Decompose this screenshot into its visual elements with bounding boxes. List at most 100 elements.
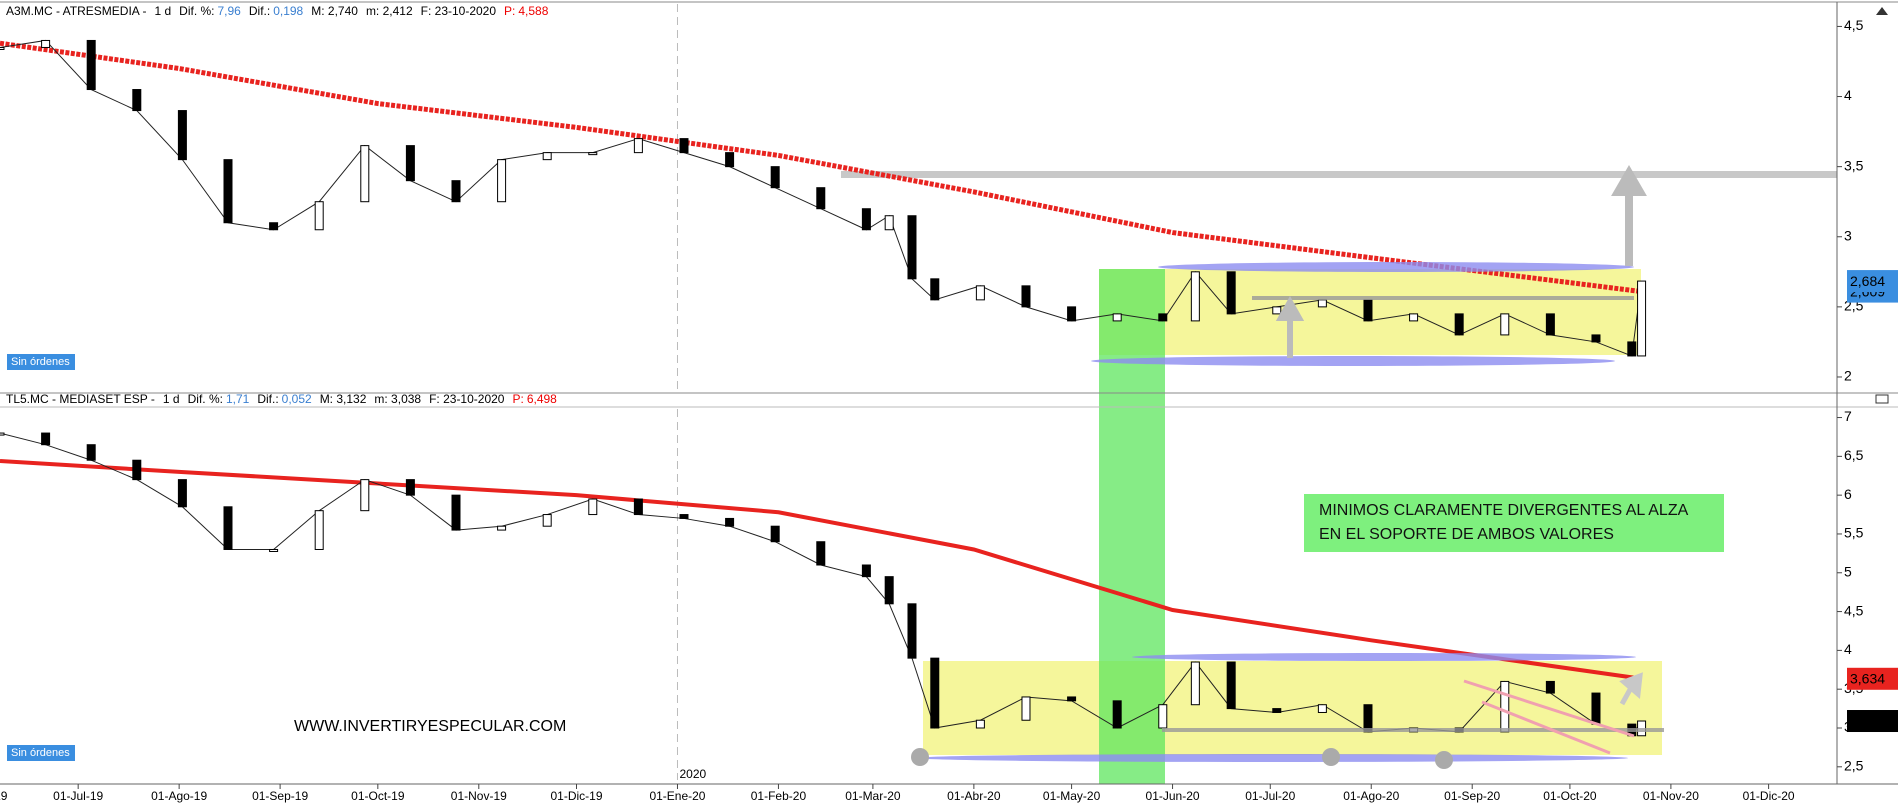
- candle: [360, 145, 370, 203]
- x-tick-label: 01-Jul-19: [53, 789, 103, 803]
- candle: [1317, 704, 1327, 713]
- orders-button[interactable]: [7, 354, 75, 370]
- candle: [1454, 313, 1464, 336]
- candle: [1591, 334, 1601, 343]
- orders-button-label[interactable]: Sin órdenes: [11, 356, 70, 368]
- price-tag: [1847, 710, 1898, 733]
- ellipse: [1132, 653, 1636, 661]
- price-tag-label: 2,684: [1850, 273, 1885, 289]
- y-tick-label: 2: [1844, 368, 1852, 384]
- candle: [930, 657, 940, 729]
- header-field: Dif. %:: [188, 392, 223, 406]
- orders-button[interactable]: [7, 745, 75, 761]
- candle: [633, 138, 643, 154]
- y-tick-label: 3: [1844, 227, 1852, 243]
- candle: [314, 510, 324, 550]
- candle: [725, 152, 735, 168]
- resistance-line: [841, 171, 1837, 178]
- year-label: 2020: [679, 767, 706, 781]
- header-field: 1,71: [226, 392, 250, 406]
- header-field: P:: [512, 392, 523, 406]
- candle: [1067, 696, 1077, 702]
- candle: [975, 719, 985, 729]
- header-field: M: 3,132: [320, 392, 367, 406]
- y-tick-label: 4: [1844, 87, 1852, 103]
- candle: [177, 110, 187, 161]
- header-field: 1 d: [154, 4, 171, 18]
- header-field: F: 23-10-2020: [429, 392, 505, 406]
- candle: [1500, 680, 1510, 733]
- candle: [633, 498, 643, 516]
- candle: [1637, 280, 1647, 357]
- marker: [1322, 748, 1340, 766]
- x-tick-label: 01-May-20: [1043, 789, 1101, 803]
- x-tick-label: 01-Abr-20: [947, 789, 1001, 803]
- ellipse: [1158, 262, 1634, 272]
- collapse-button[interactable]: [1876, 7, 1888, 15]
- candle: [816, 541, 826, 566]
- candle: [0, 432, 5, 436]
- moving-average: [0, 459, 1642, 681]
- window-controls: [1875, 7, 1889, 404]
- candle: [1067, 306, 1077, 322]
- candle: [770, 525, 780, 543]
- price-tag-label: 3,634: [1850, 670, 1885, 686]
- x-tick-label: 01-Oct-19: [351, 789, 405, 803]
- y-tick-label: 6: [1844, 486, 1852, 502]
- panel-header: A3M.MC - ATRESMEDIA - 1 d Dif. %: 7,96 Dif.:…: [6, 4, 549, 18]
- candle: [1021, 285, 1031, 308]
- header-field: m: 2,412: [366, 4, 413, 18]
- header-field: 0,198: [273, 4, 303, 18]
- arrow: [1275, 295, 1305, 358]
- candle: [588, 152, 598, 156]
- candle: [861, 564, 871, 578]
- x-tick-label: 01-Nov-19: [451, 789, 507, 803]
- candle: [1226, 271, 1236, 315]
- x-tick-label: 01-Ene-20: [649, 789, 705, 803]
- x-tick-label: 01-Oct-20: [1543, 789, 1597, 803]
- header-field: A3M.MC - ATRESMEDIA -: [6, 4, 146, 18]
- x-tick-label: 01-Sep-19: [252, 789, 308, 803]
- candle: [1112, 700, 1122, 729]
- x-tick-label: 01-Mar-20: [845, 789, 901, 803]
- candle: [223, 159, 233, 224]
- candle: [0, 46, 5, 50]
- price-tag-label: 3,09: [1850, 713, 1877, 729]
- candle: [542, 152, 552, 161]
- candle: [1021, 696, 1031, 721]
- candle: [314, 201, 324, 231]
- candle: [1272, 306, 1282, 315]
- candle: [360, 479, 370, 512]
- header-field: M: 2,740: [311, 4, 358, 18]
- x-tick-label: 01-Jul-20: [1245, 789, 1295, 803]
- candle: [770, 166, 780, 189]
- candle: [884, 215, 894, 231]
- header-field: 1 d: [163, 392, 180, 406]
- x-tick-label: 01-Sep-20: [1444, 789, 1500, 803]
- y-tick-label: 4,5: [1844, 17, 1864, 33]
- trend-line: [1463, 679, 1635, 738]
- x-tick-label: 01-Nov-20: [1643, 789, 1699, 803]
- annotations-front: Sin órdenes Sin órdenes MINIMOS CLARAMENTE…: [7, 165, 1724, 769]
- marker: [911, 748, 929, 766]
- candle: [1409, 313, 1419, 322]
- y-tick-label: 5,5: [1844, 525, 1864, 541]
- candle: [223, 506, 233, 550]
- candle: [907, 603, 917, 659]
- orders-button-label[interactable]: Sin órdenes: [11, 747, 70, 759]
- candle: [816, 187, 826, 210]
- maximize-button[interactable]: [1875, 394, 1889, 404]
- candle: [1363, 299, 1373, 322]
- ellipse: [1091, 356, 1615, 366]
- candle: [1317, 299, 1327, 308]
- header-field: Dif.:: [249, 4, 270, 18]
- candle: [679, 138, 689, 154]
- header-field: Dif. %:: [179, 4, 214, 18]
- candle: [451, 494, 461, 531]
- candle: [1158, 313, 1168, 322]
- price-tag: [1847, 667, 1898, 690]
- panel-header: TL5.MC - MEDIASET ESP - 1 d Dif. %: 1,71 Dif…: [6, 392, 557, 406]
- candle: [497, 525, 507, 531]
